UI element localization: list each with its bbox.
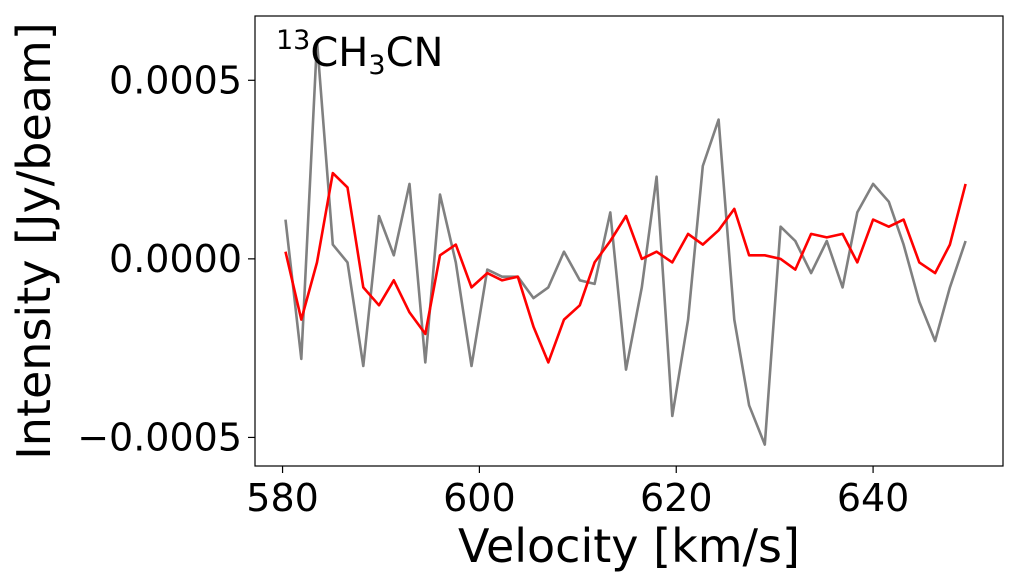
y-tick-label: 0.0000 <box>109 237 242 281</box>
x-axis-label: Velocity [km/s] <box>458 519 800 573</box>
y-tick-label: −0.0005 <box>77 415 242 459</box>
y-axis-label: Intensity [Jy/beam] <box>7 22 61 460</box>
annotation-text: CH <box>310 30 368 76</box>
annotation-superscript: 13 <box>276 25 310 56</box>
y-axis: 0.0005 0.0000 −0.0005 <box>77 58 255 459</box>
x-tick-label: 640 <box>837 476 910 520</box>
series-line-gray <box>284 39 967 446</box>
series-line-red <box>284 171 967 364</box>
plot-area <box>284 39 967 446</box>
x-axis: 580 600 620 640 <box>246 466 909 520</box>
series-annotation: 13CH3CN <box>276 25 443 81</box>
plot-frame <box>254 15 1004 467</box>
x-tick-label: 620 <box>640 476 713 520</box>
x-tick-label: 600 <box>443 476 516 520</box>
y-tick-label: 0.0005 <box>109 58 242 102</box>
annotation-subscript: 3 <box>368 50 385 81</box>
x-tick-label: 580 <box>246 476 319 520</box>
annotation-text-end: CN <box>386 30 444 76</box>
